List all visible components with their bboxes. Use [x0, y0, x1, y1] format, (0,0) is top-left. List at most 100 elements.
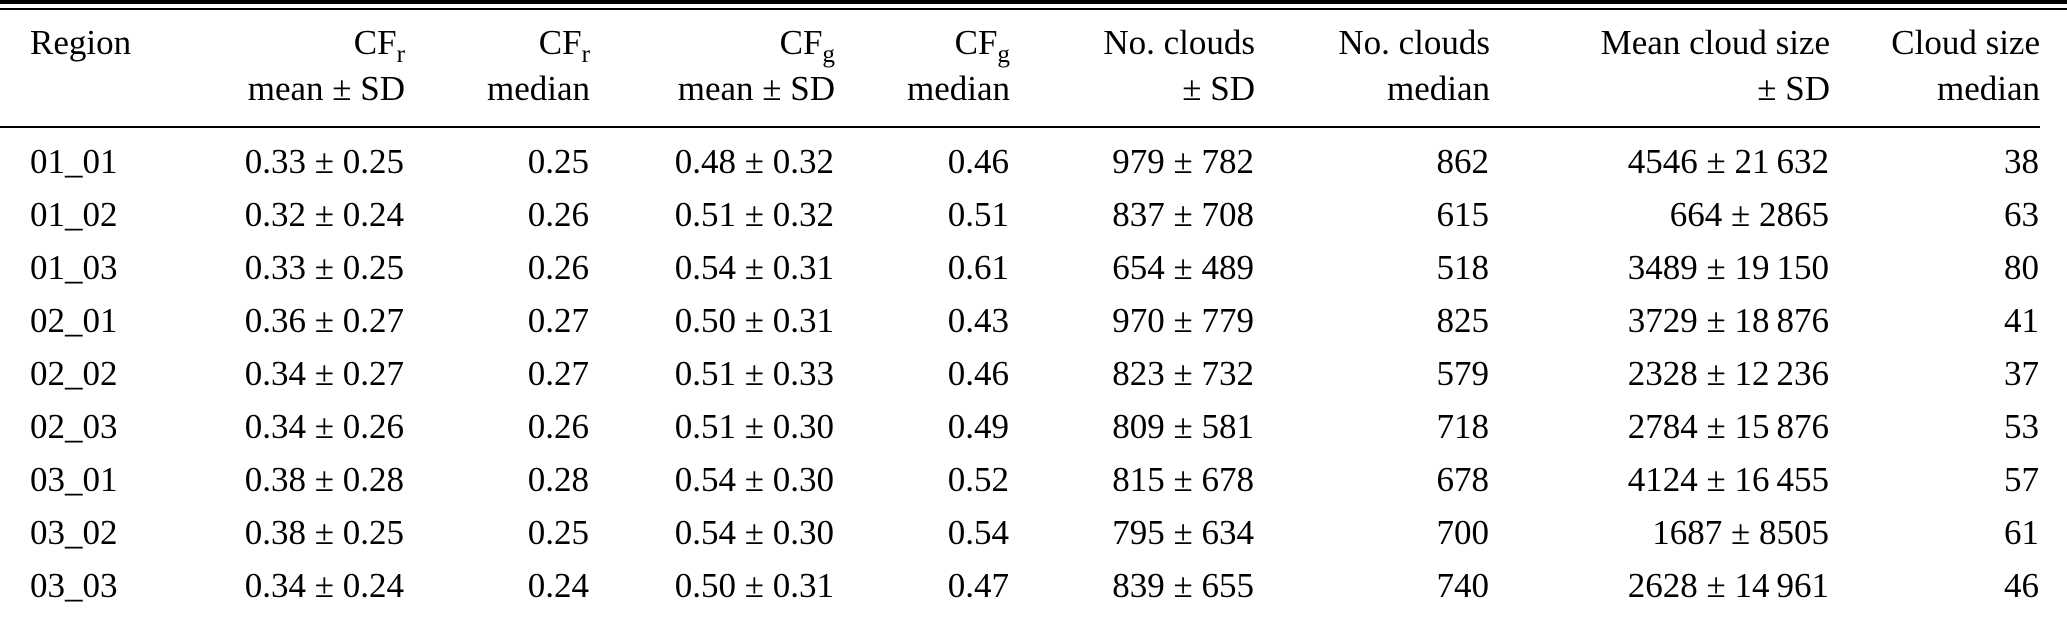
value-cell: 700 — [1436, 513, 1490, 552]
value-cell: 37 — [2004, 354, 2039, 393]
value-cell: 0.50 ± 0.31 — [674, 301, 834, 340]
value-cell: 3729 ± 18 876 — [1627, 301, 1829, 340]
value-cell: 0.49 — [947, 407, 1009, 446]
value-cell: 0.34 ± 0.26 — [244, 407, 404, 446]
header-sublabel: median — [1386, 69, 1490, 108]
value-cell: 0.28 — [527, 460, 589, 499]
region-cell: 02_03 — [30, 407, 118, 446]
table-row: 03_03 0.34 ± 0.24 0.24 0.50 ± 0.31 0.47 839 ±… — [0, 559, 2040, 612]
header-sublabel: mean ± SD — [247, 69, 405, 108]
header-sublabel: ± SD — [1757, 69, 1830, 108]
value-cell: 654 ± 489 — [1112, 248, 1254, 287]
table-row: 03_01 0.38 ± 0.28 0.28 0.54 ± 0.30 0.52 815 ±… — [0, 453, 2040, 506]
value-cell: 0.27 — [527, 301, 589, 340]
region-cell: 02_01 — [30, 301, 118, 340]
column-header-cfr-median: CFr median — [405, 10, 590, 128]
column-header-mean-cloud-size-sd: Mean cloud size ± SD — [1490, 10, 1830, 128]
value-cell: 0.54 — [947, 513, 1009, 552]
value-cell: 0.52 — [947, 460, 1009, 499]
value-cell: 0.51 ± 0.33 — [674, 354, 834, 393]
value-cell: 3489 ± 19 150 — [1627, 248, 1829, 287]
value-cell: 0.32 ± 0.24 — [244, 195, 404, 234]
table-row: 01_03 0.33 ± 0.25 0.26 0.54 ± 0.31 0.61 654 ±… — [0, 241, 2040, 294]
value-cell: 2328 ± 12 236 — [1627, 354, 1829, 393]
table-row: 03_02 0.38 ± 0.25 0.25 0.54 ± 0.30 0.54 795 ±… — [0, 506, 2040, 559]
header-subscript: r — [396, 41, 405, 68]
value-cell: 795 ± 634 — [1112, 513, 1254, 552]
value-cell: 0.26 — [527, 248, 589, 287]
value-cell: 4124 ± 16 455 — [1627, 460, 1829, 499]
region-cell: 01_03 — [30, 248, 118, 287]
value-cell: 823 ± 732 — [1112, 354, 1254, 393]
value-cell: 0.36 ± 0.27 — [244, 301, 404, 340]
value-cell: 0.48 ± 0.32 — [674, 142, 834, 181]
column-header-cfg-mean-sd: CFg mean ± SD — [590, 10, 835, 128]
value-cell: 80 — [2004, 248, 2039, 287]
column-header-no-clouds-sd: No. clouds ± SD — [1010, 10, 1255, 128]
header-label: CF — [353, 23, 397, 62]
value-cell: 518 — [1436, 248, 1490, 287]
value-cell: 678 — [1436, 460, 1490, 499]
value-cell: 0.51 ± 0.32 — [674, 195, 834, 234]
column-header-cfg-median: CFg median — [835, 10, 1010, 128]
value-cell: 0.47 — [947, 566, 1009, 605]
value-cell: 0.34 ± 0.24 — [244, 566, 404, 605]
table-row: 01_01 0.33 ± 0.25 0.25 0.48 ± 0.32 0.46 979 ±… — [0, 127, 2040, 188]
value-cell: 0.51 — [947, 195, 1009, 234]
value-cell: 837 ± 708 — [1112, 195, 1254, 234]
region-cell: 02_02 — [30, 354, 118, 393]
value-cell: 0.54 ± 0.30 — [674, 513, 834, 552]
region-cell: 03_02 — [30, 513, 118, 552]
header-label: No. clouds — [1338, 23, 1490, 62]
value-cell: 0.38 ± 0.28 — [244, 460, 404, 499]
header-label: Cloud size — [1891, 23, 2040, 62]
column-header-no-clouds-median: No. clouds median — [1255, 10, 1490, 128]
value-cell: 0.33 ± 0.25 — [244, 142, 404, 181]
value-cell: 0.27 — [527, 354, 589, 393]
value-cell: 825 — [1436, 301, 1490, 340]
value-cell: 0.61 — [947, 248, 1009, 287]
table-top-rule-gap — [0, 4, 2067, 8]
value-cell: 0.24 — [527, 566, 589, 605]
value-cell: 57 — [2004, 460, 2039, 499]
column-header-region: Region — [0, 10, 205, 128]
table-header-row: Region CFr mean ± SD CFr median CFg mean… — [0, 10, 2040, 128]
value-cell: 0.38 ± 0.25 — [244, 513, 404, 552]
table-row: 02_02 0.34 ± 0.27 0.27 0.51 ± 0.33 0.46 823 ±… — [0, 347, 2040, 400]
column-header-cfr-mean-sd: CFr mean ± SD — [205, 10, 405, 128]
value-cell: 979 ± 782 — [1112, 142, 1254, 181]
header-label: Mean cloud size — [1600, 23, 1830, 62]
value-cell: 740 — [1436, 566, 1490, 605]
value-cell: 579 — [1436, 354, 1490, 393]
table-top-rule-thick — [0, 0, 2067, 4]
value-cell: 1687 ± 8505 — [1652, 513, 1829, 552]
value-cell: 664 ± 2865 — [1669, 195, 1829, 234]
value-cell: 41 — [2004, 301, 2039, 340]
header-label: No. clouds — [1103, 23, 1255, 62]
value-cell: 0.50 ± 0.31 — [674, 566, 834, 605]
header-subscript: g — [997, 41, 1010, 68]
column-header-cloud-size-median: Cloud size median — [1830, 10, 2040, 128]
header-label: CF — [954, 23, 998, 62]
header-sublabel: mean ± SD — [677, 69, 835, 108]
value-cell: 46 — [2004, 566, 2039, 605]
value-cell: 809 ± 581 — [1112, 407, 1254, 446]
header-label: CF — [779, 23, 823, 62]
value-cell: 4546 ± 21 632 — [1627, 142, 1829, 181]
table-row: 01_02 0.32 ± 0.24 0.26 0.51 ± 0.32 0.51 837 ±… — [0, 188, 2040, 241]
value-cell: 38 — [2004, 142, 2039, 181]
header-sublabel: median — [486, 69, 590, 108]
region-cell: 03_03 — [30, 566, 118, 605]
value-cell: 862 — [1436, 142, 1490, 181]
value-cell: 615 — [1436, 195, 1490, 234]
region-cell: 03_01 — [30, 460, 118, 499]
value-cell: 0.43 — [947, 301, 1009, 340]
value-cell: 0.46 — [947, 354, 1009, 393]
header-label: Region — [30, 23, 132, 62]
value-cell: 0.54 ± 0.31 — [674, 248, 834, 287]
value-cell: 63 — [2004, 195, 2039, 234]
value-cell: 0.25 — [527, 142, 589, 181]
value-cell: 0.46 — [947, 142, 1009, 181]
value-cell: 718 — [1436, 407, 1490, 446]
